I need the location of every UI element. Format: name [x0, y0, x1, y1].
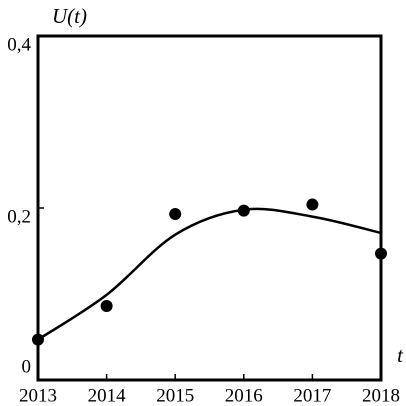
data-point	[100, 300, 113, 313]
x-tick-label: 2018	[362, 385, 400, 406]
data-point	[375, 247, 387, 260]
x-axis-label: t	[397, 343, 404, 367]
y-tick-label: 0	[22, 356, 32, 377]
y-axis-label: U(t)	[52, 4, 87, 28]
x-tick-label: 2014	[88, 385, 127, 406]
x-tick-label: 2015	[156, 385, 194, 406]
plot-frame	[36, 34, 383, 382]
y-tick-label: 0,4	[7, 34, 31, 55]
y-tick-label: 0,2	[7, 206, 31, 227]
data-point	[169, 208, 182, 221]
fit-curve	[37, 207, 382, 341]
x-tick-label: 2013	[19, 385, 57, 406]
x-tick-label: 2017	[293, 385, 331, 406]
x-tick-label: 2016	[225, 385, 263, 406]
data-point	[306, 198, 319, 211]
